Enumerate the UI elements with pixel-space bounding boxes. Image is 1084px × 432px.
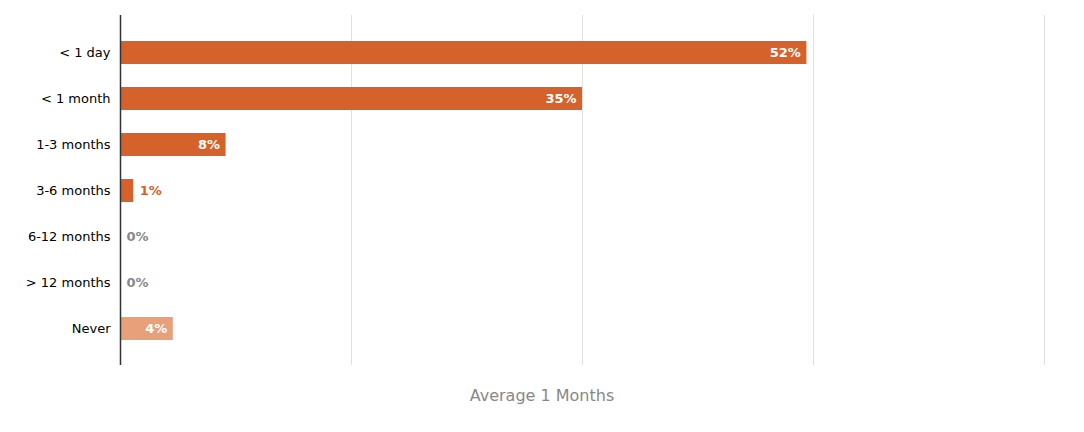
- svg-text:52%: 52%: [770, 45, 801, 60]
- svg-text:4%: 4%: [145, 321, 167, 336]
- svg-text:< 1 month: < 1 month: [41, 91, 111, 106]
- svg-text:< 1 day: < 1 day: [59, 45, 111, 60]
- svg-text:1%: 1%: [140, 183, 162, 198]
- svg-text:3-6 months: 3-6 months: [36, 183, 111, 198]
- svg-text:6-12 months: 6-12 months: [28, 229, 111, 244]
- svg-text:0%: 0%: [127, 229, 149, 244]
- html-text:Average 1 Months: Average 1 Months: [469, 386, 615, 405]
- svg-text:> 12 months: > 12 months: [26, 275, 111, 290]
- svg-text:0%: 0%: [127, 275, 149, 290]
- svg-text:Never: Never: [72, 321, 111, 336]
- svg-text:1-3 months: 1-3 months: [36, 137, 111, 152]
- svg-text:35%: 35%: [545, 91, 576, 106]
- svg-text:8%: 8%: [198, 137, 220, 152]
